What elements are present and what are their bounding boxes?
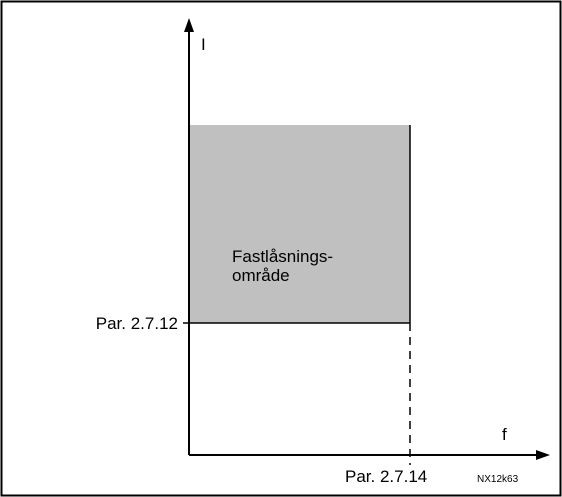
- x-axis-arrow: [536, 450, 550, 460]
- x-marker-label: Par. 2.7.14: [345, 467, 427, 486]
- y-axis-label: I: [201, 35, 206, 54]
- y-axis-arrow: [184, 18, 194, 32]
- region-label: Fastlåsnings-: [232, 247, 333, 266]
- figure-code: NX12k63: [477, 474, 519, 485]
- region-label: område: [232, 266, 290, 285]
- locking-region: [189, 125, 410, 323]
- x-axis-label: f: [502, 425, 507, 444]
- y-marker-label: Par. 2.7.12: [96, 314, 178, 333]
